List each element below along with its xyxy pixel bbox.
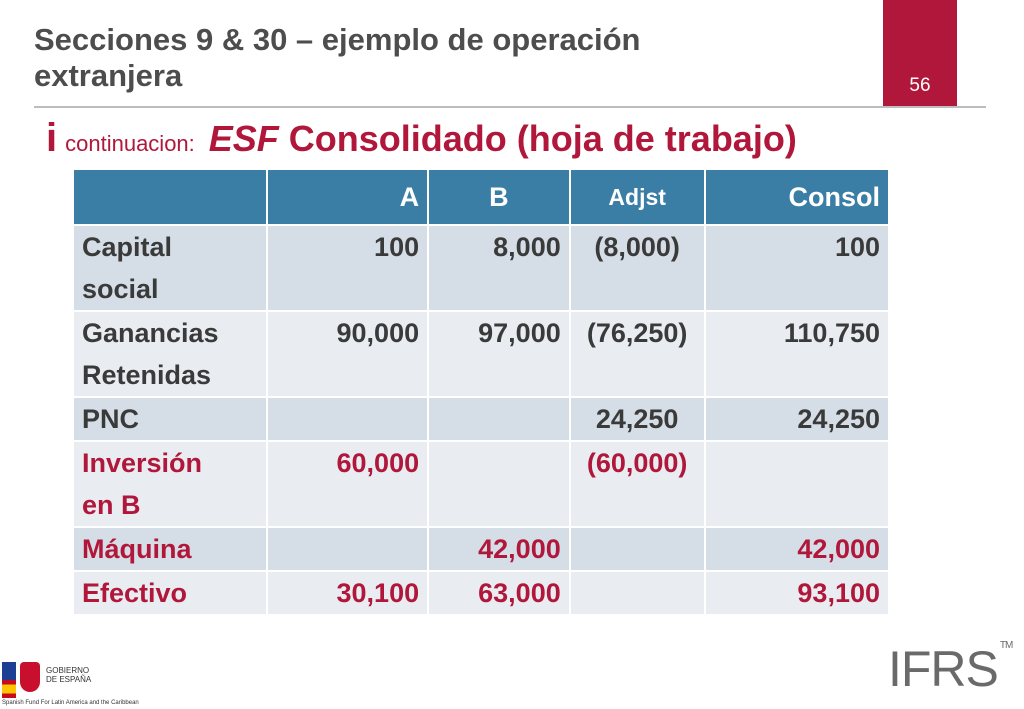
column-header-a: A <box>265 168 430 226</box>
row-label: Ganancias Retenidas <box>72 310 268 398</box>
row-label-line-1: Inversión <box>82 448 203 478</box>
table-row-ganancias-retenidas: Ganancias Retenidas 90,000 97,000 (76,25… <box>72 310 891 398</box>
title-divider <box>34 106 986 108</box>
row-label-line-1: Máquina <box>82 534 192 564</box>
cell-a: 90,000 <box>265 310 430 398</box>
slide-title: Secciones 9 & 30 – ejemplo de operación … <box>34 22 854 94</box>
row-label-line-1: Capital <box>82 232 173 262</box>
cell-consol: 100 <box>703 224 891 312</box>
ifrs-trademark: TM <box>999 640 1013 651</box>
coat-of-arms-icon <box>20 662 40 692</box>
row-label: Máquina <box>72 526 268 572</box>
cell-b: 42,000 <box>427 526 571 572</box>
table-row-pnc: PNC 24,250 24,250 <box>72 396 891 442</box>
slide-title-line-2: extranjera <box>34 58 183 93</box>
cell-adjst: (60,000) <box>568 440 706 528</box>
column-header-label <box>72 168 268 226</box>
subtitle-main: Consolidado (hoja de trabajo) <box>278 118 797 159</box>
row-label: Inversión en B <box>72 440 268 528</box>
row-label-line-1: Efectivo <box>82 578 188 608</box>
subtitle-continuation: continuacion: <box>65 131 195 156</box>
table-row-efectivo: Efectivo 30,100 63,000 93,100 <box>72 570 891 616</box>
ifrs-wordmark: IFRS <box>888 641 999 697</box>
table-row-maquina: Máquina 42,000 42,000 <box>72 526 891 572</box>
row-label-line-2: en B <box>82 490 141 520</box>
page-number: 56 <box>909 75 931 96</box>
fund-caption: Spanish Fund For Latin America and the C… <box>2 700 139 706</box>
cell-consol: 110,750 <box>703 310 891 398</box>
cell-a <box>265 526 430 572</box>
cell-b <box>427 396 571 442</box>
row-label: Capital social <box>72 224 268 312</box>
table-header-row: A B Adjst Consol <box>72 168 891 226</box>
consolidation-worksheet-table: A B Adjst Consol Capital social 100 8,00… <box>72 168 891 616</box>
cell-consol: 42,000 <box>703 526 891 572</box>
subtitle-esf: ESF <box>208 118 279 159</box>
row-label-line-2: social <box>82 274 159 304</box>
cell-consol: 24,250 <box>703 396 891 442</box>
cell-consol: 93,100 <box>703 570 891 616</box>
row-label: Efectivo <box>72 570 268 616</box>
cell-consol <box>703 440 891 528</box>
cell-a: 100 <box>265 224 430 312</box>
page-number-tab: 56 <box>883 0 957 107</box>
row-label-line-1: PNC <box>82 404 140 434</box>
gobierno-text: GOBIERNO DE ESPAÑA <box>46 666 92 684</box>
gobierno-espana-logo: GOBIERNO DE ESPAÑA Spanish Fund For Lati… <box>0 656 139 709</box>
cell-adjst: (76,250) <box>568 310 706 398</box>
cell-adjst <box>568 526 706 572</box>
subtitle-bullet: i <box>46 116 58 160</box>
cell-a: 60,000 <box>265 440 430 528</box>
row-label: PNC <box>72 396 268 442</box>
cell-a: 30,100 <box>265 570 430 616</box>
slide-title-line-1: Secciones 9 & 30 – ejemplo de operación <box>34 22 641 57</box>
table-row-capital-social: Capital social 100 8,000 (8,000) 100 <box>72 224 891 312</box>
cell-b: 8,000 <box>427 224 571 312</box>
cell-a <box>265 396 430 442</box>
cell-adjst: (8,000) <box>568 224 706 312</box>
flag-icon <box>2 662 16 698</box>
slide-subtitle: i continuacion: ESF Consolidado (hoja de t… <box>46 116 797 161</box>
cell-adjst <box>568 570 706 616</box>
row-label-line-2: Retenidas <box>82 360 212 390</box>
cell-adjst: 24,250 <box>568 396 706 442</box>
column-header-adjst: Adjst <box>568 168 706 226</box>
row-label-line-1: Ganancias <box>82 318 219 348</box>
column-header-b: B <box>427 168 571 226</box>
column-header-consol: Consol <box>703 168 891 226</box>
table-row-inversion-en-b: Inversión en B 60,000 (60,000) <box>72 440 891 528</box>
ifrs-logo: IFRS TM <box>888 640 1013 698</box>
cell-b: 97,000 <box>427 310 571 398</box>
cell-b: 63,000 <box>427 570 571 616</box>
cell-b <box>427 440 571 528</box>
